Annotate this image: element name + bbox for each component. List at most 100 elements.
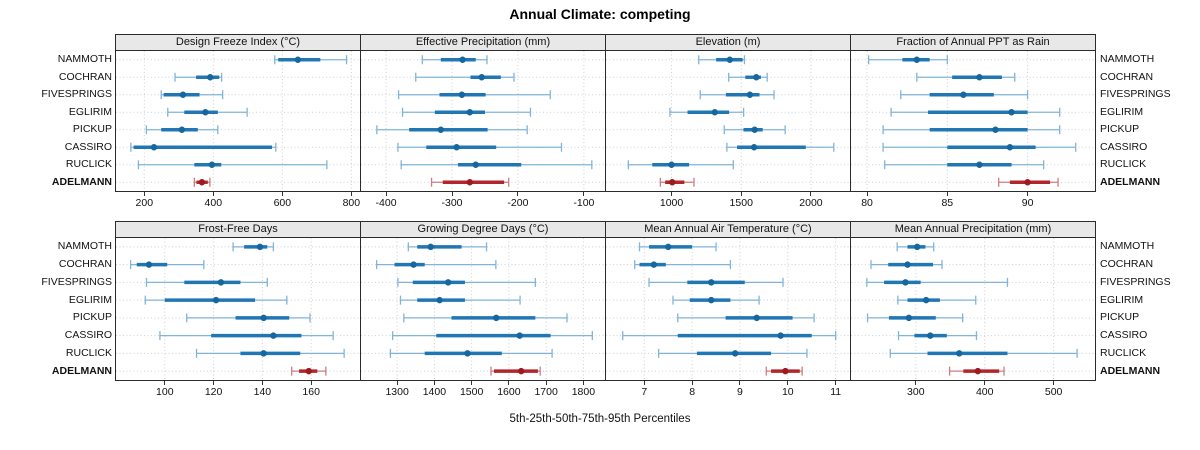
axis-tick [433, 381, 435, 385]
site-label-left: CASSIRO [64, 140, 112, 153]
axis-tick [582, 381, 584, 385]
site-label-right: ADELMANN [1100, 364, 1161, 377]
site-label-right: CASSIRO [1100, 140, 1148, 153]
axis-tick [671, 192, 673, 196]
site-label-right: PICKUP [1100, 311, 1140, 324]
axis-tick [350, 192, 352, 196]
panel-strip-growing-degree-days-c: Growing Degree Days (°C) [360, 221, 606, 237]
axis-tick-label: 2000 [799, 196, 823, 209]
axis-tick [281, 192, 283, 196]
axis-tick-label: 1000 [659, 196, 684, 209]
axis-tick [984, 381, 986, 385]
axis-tick-label: 140 [253, 385, 272, 398]
axis-tick-label: 10 [781, 385, 794, 398]
axis-tick [385, 192, 387, 196]
axis-tick [212, 192, 214, 196]
panel-plot-frost-free-days [115, 237, 361, 381]
axis-tick [739, 381, 741, 385]
axis-tick [810, 192, 812, 196]
panel-plot-elevation-m [605, 50, 851, 192]
site-label-left: FIVESPRINGS [41, 88, 112, 101]
axis-tick [643, 381, 645, 385]
site-label-right: NAMMOTH [1100, 240, 1155, 253]
axis-tick [691, 381, 693, 385]
site-label-left: RUCLICK [65, 158, 112, 171]
axis-tick-label: 400 [975, 385, 994, 398]
axis-tick [583, 192, 585, 196]
panel-plot-design-freeze-index-c [115, 50, 361, 192]
axis-tick [508, 381, 510, 385]
site-label-right: EGLIRIM [1100, 105, 1144, 118]
axis-tick-label: 9 [737, 385, 743, 398]
site-label-right: PICKUP [1100, 123, 1140, 136]
axis-tick [545, 381, 547, 385]
axis-tick-label: 7 [641, 385, 648, 398]
axis-tick [835, 381, 837, 385]
axis-tick [396, 381, 398, 385]
axis-tick-label: -200 [507, 196, 529, 209]
panel-strip-elevation-m: Elevation (m) [605, 34, 851, 50]
axis-tick-label: 85 [941, 196, 954, 209]
axis-tick [213, 381, 215, 385]
axis-tick [164, 381, 166, 385]
panel-plot-fraction-of-annual-ppt-as-rain [850, 50, 1096, 192]
axis-tick-label: 8 [689, 385, 696, 398]
site-label-right: ADELMANN [1100, 175, 1161, 188]
panel-plot-mean-annual-air-temperature-c [605, 237, 851, 381]
x-axis-caption: 5th-25th-50th-75th-95th Percentiles [509, 413, 691, 425]
axis-tick [915, 381, 917, 385]
site-label-right: FIVESPRINGS [1100, 88, 1171, 101]
site-label-left: FIVESPRINGS [41, 275, 112, 288]
axis-tick [143, 192, 145, 196]
axis-tick-label: 400 [204, 196, 223, 209]
axis-tick-label: 100 [156, 385, 174, 398]
axis-tick-label: 1300 [385, 385, 409, 398]
axis-tick-label: 80 [861, 196, 873, 209]
site-label-left: CASSIRO [64, 329, 112, 342]
axis-tick [310, 381, 312, 385]
site-label-right: NAMMOTH [1100, 53, 1155, 66]
panel-plot-growing-degree-days-c [360, 237, 606, 381]
axis-tick [471, 381, 473, 385]
chart-title: Annual Climate: competing [509, 6, 691, 22]
panel-strip-effective-precipitation-mm: Effective Precipitation (mm) [360, 34, 606, 50]
axis-tick [261, 381, 263, 385]
site-label-right: EGLIRIM [1100, 293, 1144, 306]
site-label-left: PICKUP [72, 311, 112, 324]
axis-tick-label: 11 [830, 385, 842, 398]
site-label-left: EGLIRIM [68, 105, 112, 118]
axis-tick-label: 200 [135, 196, 154, 209]
panel-strip-design-freeze-index-c: Design Freeze Index (°C) [115, 34, 361, 50]
site-label-right: RUCLICK [1100, 158, 1147, 171]
axis-tick [517, 192, 519, 196]
axis-tick-label: 1500 [459, 385, 484, 398]
panel-plot-mean-annual-precipitation-mm [850, 237, 1096, 381]
axis-tick-label: 1600 [497, 385, 521, 398]
axis-tick-label: 120 [204, 385, 223, 398]
panel-strip-mean-annual-precipitation-mm: Mean Annual Precipitation (mm) [850, 221, 1096, 237]
site-label-right: RUCLICK [1100, 346, 1147, 359]
site-label-right: FIVESPRINGS [1100, 275, 1171, 288]
axis-tick-label: 1800 [571, 385, 596, 398]
panel-strip-frost-free-days: Frost-Free Days [115, 221, 361, 237]
site-label-left: NAMMOTH [57, 53, 112, 66]
panel-strip-fraction-of-annual-ppt-as-rain: Fraction of Annual PPT as Rain [850, 34, 1096, 50]
site-label-left: PICKUP [72, 123, 112, 136]
axis-tick-label: 1500 [729, 196, 753, 209]
site-label-right: COCHRAN [1100, 70, 1154, 83]
axis-tick-label: -300 [441, 196, 463, 209]
axis-tick-label: 600 [273, 196, 292, 209]
axis-tick [866, 192, 868, 196]
site-label-right: COCHRAN [1100, 258, 1154, 271]
site-label-right: CASSIRO [1100, 329, 1148, 342]
axis-tick-label: 160 [302, 385, 320, 398]
site-label-left: EGLIRIM [68, 293, 112, 306]
axis-tick-label: -400 [375, 196, 397, 209]
axis-tick [787, 381, 789, 385]
axis-tick [946, 192, 948, 196]
axis-tick-label: 500 [1044, 385, 1063, 398]
axis-tick-label: 1400 [422, 385, 447, 398]
axis-tick [1027, 192, 1029, 196]
site-label-left: ADELMANN [51, 175, 112, 188]
